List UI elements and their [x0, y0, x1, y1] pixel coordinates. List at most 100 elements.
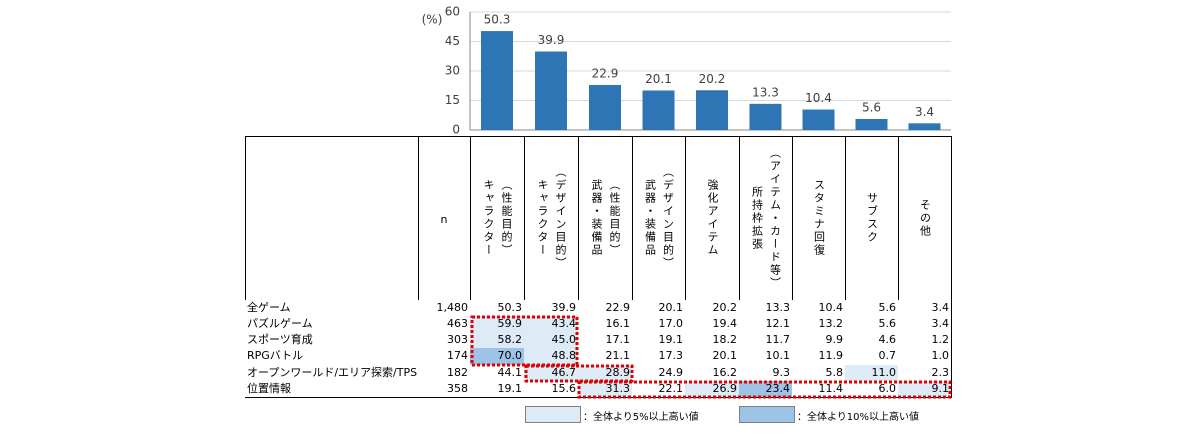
table-cell: 21.1 [578, 348, 633, 366]
table-cell: 11.4 [792, 381, 846, 398]
table-cell: 182 [418, 365, 471, 382]
table-cell: 16.1 [578, 316, 633, 333]
table-cell: 58.2 [470, 332, 525, 349]
table-cell: 28.9 [578, 365, 633, 382]
table-cell: 1.2 [898, 332, 952, 349]
table-cell: 39.9 [524, 300, 579, 317]
table-cell: 22.9 [578, 300, 633, 317]
row-label: 全ゲーム [245, 300, 419, 317]
table-cell: 59.9 [470, 316, 525, 333]
legend-label: ：全体より10%以上高い値 [797, 412, 920, 423]
bar [696, 90, 728, 130]
table-cell: 20.1 [632, 300, 686, 317]
bar [642, 90, 675, 130]
table-cell: 13.2 [792, 316, 846, 333]
table-cell: 70.0 [470, 348, 525, 366]
table-cell: 19.1 [632, 332, 686, 349]
table-cell: 1,480 [418, 300, 471, 317]
bar [802, 109, 835, 130]
table-cell: 45.0 [524, 332, 579, 349]
table-cell: 10.4 [792, 300, 846, 317]
legend-swatch [525, 406, 581, 423]
column-header: （アイテム・カード等） 所持枠拡張 [739, 136, 793, 301]
table-cell: 22.1 [632, 381, 686, 398]
row-label: オープンワールド/エリア探索/TPS [245, 365, 419, 382]
table-cell: 174 [418, 348, 471, 366]
table-cell: 31.3 [578, 381, 633, 398]
value-label: 10.4 [805, 91, 832, 105]
value-label: 3.4 [915, 105, 934, 119]
bar [749, 103, 782, 130]
value-label: 20.2 [699, 72, 726, 86]
table-cell: 463 [418, 316, 471, 333]
value-label: 20.1 [645, 72, 672, 86]
table-cell: 46.7 [524, 365, 579, 382]
bar [855, 118, 888, 130]
table-cell: 44.1 [470, 365, 525, 382]
value-label: 5.6 [862, 100, 881, 114]
table-cell: 17.1 [578, 332, 633, 349]
table-cell: 15.6 [524, 381, 579, 398]
table-cell: 24.9 [632, 365, 686, 382]
table-cell: 1.0 [898, 348, 952, 366]
bar [589, 84, 621, 130]
row-label: パズルゲーム [245, 316, 419, 333]
value-label: 39.9 [538, 33, 565, 47]
value-label: 13.3 [752, 85, 779, 99]
row-label: RPGバトル [245, 348, 419, 366]
y-tick-label: 45 [445, 34, 460, 48]
value-label: 50.3 [484, 13, 511, 27]
bar [535, 51, 567, 130]
table-cell: 11.0 [845, 365, 899, 382]
column-header: （性能目的） 武器・装備品 [578, 136, 633, 301]
y-tick-label: 15 [445, 93, 460, 107]
table-cell: 0.7 [845, 348, 899, 366]
bar [481, 31, 513, 130]
y-tick-label: 30 [445, 64, 460, 78]
table-cell: 19.1 [470, 381, 525, 398]
table-cell: 43.4 [524, 316, 579, 333]
column-header: （デザイン目的） 武器・装備品 [632, 136, 686, 301]
table-cell: 5.6 [845, 316, 899, 333]
table-cell: 11.9 [792, 348, 846, 366]
table-cell: 2.3 [898, 365, 952, 382]
table-cell: 20.2 [685, 300, 740, 317]
table-cell: 9.3 [739, 365, 793, 382]
table-cell: 9.1 [898, 381, 952, 398]
table-cell: 358 [418, 381, 471, 398]
table-cell: 12.1 [739, 316, 793, 333]
y-axis-label: (%) [422, 13, 443, 27]
table-cell: 20.1 [685, 348, 740, 366]
table-cell: 3.4 [898, 316, 952, 333]
table-cell: 303 [418, 332, 471, 349]
table-cell: 5.8 [792, 365, 846, 382]
column-header: 強化アイテム [685, 136, 740, 301]
row-label: 位置情報 [245, 381, 419, 398]
row-label: スポーツ育成 [245, 332, 419, 349]
table-cell: 48.8 [524, 348, 579, 366]
table-cell: 17.0 [632, 316, 686, 333]
table-cell: 18.2 [685, 332, 740, 349]
header-cell [245, 136, 419, 301]
table-cell: 17.3 [632, 348, 686, 366]
table-cell: 6.0 [845, 381, 899, 398]
table-cell: 23.4 [739, 381, 793, 398]
column-header: その他 [898, 136, 952, 301]
table-cell: 3.4 [898, 300, 952, 317]
table-cell: 9.9 [792, 332, 846, 349]
table-cell: 4.6 [845, 332, 899, 349]
column-header: （デザイン目的） キャラクター [524, 136, 579, 301]
table-cell: 10.1 [739, 348, 793, 366]
bar [908, 123, 941, 130]
y-tick-label: 60 [445, 5, 460, 19]
table-cell: 13.3 [739, 300, 793, 317]
table-cell: 16.2 [685, 365, 740, 382]
legend-swatch [739, 406, 795, 423]
table-cell: 50.3 [470, 300, 525, 317]
table-cell: 5.6 [845, 300, 899, 317]
table: n （性能目的） キャラクター （デザイン目的） キャラクター （性能目的） 武器・装… [245, 136, 952, 398]
column-header: n [418, 136, 471, 301]
table-cell: 19.4 [685, 316, 740, 333]
legend-label: ：全体より5%以上高い値 [583, 412, 699, 423]
